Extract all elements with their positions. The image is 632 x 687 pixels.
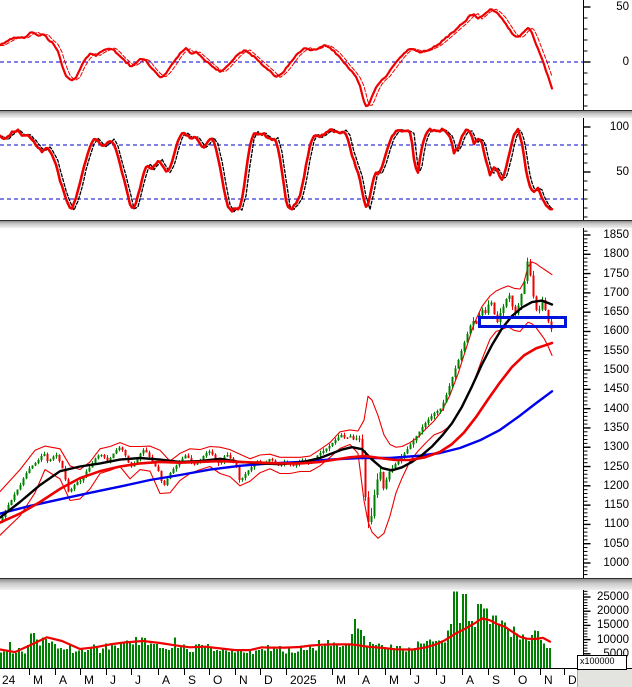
panel-splitter[interactable] bbox=[0, 110, 632, 118]
panel-price: 1850 1800 1750 1700 1650 1600 1550 1500 1450 1400… bbox=[0, 228, 632, 578]
x-tick bbox=[540, 669, 541, 675]
y-tick-label: 1350 bbox=[603, 421, 629, 434]
price-y-axis[interactable]: 1850 1800 1750 1700 1650 1600 1550 1500 1450 1400… bbox=[583, 228, 632, 578]
x-tick bbox=[462, 669, 463, 675]
x-tick bbox=[106, 669, 107, 675]
stochastic-plot[interactable] bbox=[0, 118, 583, 220]
y-tick-label: 15000 bbox=[597, 619, 629, 632]
y-tick-label: 1500 bbox=[603, 364, 629, 377]
x-tick-label: 2025 bbox=[290, 673, 317, 687]
y-tick-label: 0 bbox=[622, 56, 629, 68]
x-tick bbox=[131, 669, 132, 675]
x-tick-label: M bbox=[33, 673, 43, 687]
volume-scale-label: x100000 bbox=[577, 655, 627, 670]
x-tick bbox=[564, 669, 565, 675]
x-tick bbox=[235, 669, 236, 675]
x-tick bbox=[184, 669, 185, 675]
x-tick-label: D bbox=[568, 673, 577, 687]
x-tick bbox=[488, 669, 489, 675]
y-tick-label: 1200 bbox=[603, 479, 629, 492]
x-tick-label: S bbox=[188, 673, 197, 687]
y-tick-label: 1300 bbox=[603, 441, 629, 454]
x-tick bbox=[55, 669, 56, 675]
x-tick-label: M bbox=[389, 673, 399, 687]
x-tick-label: J bbox=[414, 673, 420, 687]
y-tick-label: 25000 bbox=[597, 591, 629, 603]
x-tick bbox=[514, 669, 515, 675]
x-tick-label: J bbox=[135, 673, 141, 687]
time-axis[interactable]: 24 M A M J J A S O N D 2025 M A M J J A S O N D bbox=[0, 668, 632, 687]
momentum-plot[interactable] bbox=[0, 0, 583, 110]
x-tick-label: A bbox=[466, 673, 475, 687]
y-tick-label: 1450 bbox=[603, 383, 629, 396]
x-tick-label: S bbox=[492, 673, 501, 687]
x-tick bbox=[80, 669, 81, 675]
y-tick-label: 1600 bbox=[603, 325, 629, 338]
panel-splitter[interactable] bbox=[0, 220, 632, 228]
y-tick-label: 1700 bbox=[603, 286, 629, 299]
y-tick-label: 1750 bbox=[603, 267, 629, 280]
x-tick-label: A bbox=[362, 673, 371, 687]
x-tick-label: J bbox=[110, 673, 116, 687]
y-tick-label: 1050 bbox=[603, 537, 629, 550]
x-tick bbox=[209, 669, 210, 675]
y-tick-label: 1850 bbox=[603, 229, 629, 241]
x-tick bbox=[158, 669, 159, 675]
y-tick-label: 1400 bbox=[603, 402, 629, 415]
x-tick-label: 24 bbox=[2, 673, 16, 687]
panel-volume: 25000 20000 15000 10000 5000 bbox=[0, 590, 632, 669]
x-tick bbox=[332, 669, 333, 675]
x-tick-label: M bbox=[84, 673, 94, 687]
price-plot[interactable] bbox=[0, 228, 583, 578]
x-tick-label: M bbox=[336, 673, 346, 687]
y-tick-label: 1150 bbox=[604, 499, 629, 512]
y-tick-label: 1800 bbox=[603, 248, 629, 261]
y-tick-label: 50 bbox=[616, 166, 629, 178]
x-tick-label: O bbox=[518, 673, 528, 687]
x-tick-label: D bbox=[264, 673, 273, 687]
stochastic-y-axis[interactable]: 100 50 bbox=[583, 118, 632, 220]
momentum-y-axis[interactable]: 50 0 bbox=[583, 0, 632, 110]
x-tick bbox=[358, 669, 359, 675]
x-tick bbox=[385, 669, 386, 675]
panel-momentum: 50 0 bbox=[0, 0, 632, 110]
x-tick-label: A bbox=[59, 673, 68, 687]
y-tick-label: 50 bbox=[616, 1, 629, 13]
x-tick bbox=[286, 669, 287, 675]
x-tick bbox=[436, 669, 437, 675]
x-tick-label: A bbox=[162, 673, 171, 687]
y-tick-label: 100 bbox=[609, 121, 629, 133]
panel-splitter[interactable] bbox=[0, 578, 632, 590]
y-tick-label: 1250 bbox=[603, 460, 629, 473]
x-tick bbox=[29, 669, 30, 675]
x-tick-label: O bbox=[213, 673, 223, 687]
x-tick bbox=[260, 669, 261, 675]
x-tick-label: J bbox=[440, 673, 446, 687]
x-tick bbox=[410, 669, 411, 675]
y-tick-label: 1550 bbox=[603, 344, 629, 357]
volume-plot[interactable] bbox=[0, 590, 583, 668]
axis-corner bbox=[577, 669, 632, 687]
y-tick-label: 1650 bbox=[603, 306, 629, 319]
x-tick-label: N bbox=[544, 673, 553, 687]
x-tick-label: N bbox=[239, 673, 248, 687]
panel-stochastic: 100 50 bbox=[0, 118, 632, 220]
y-tick-label: 1100 bbox=[604, 518, 629, 531]
y-tick-label: 10000 bbox=[597, 633, 629, 646]
y-tick-label: 1000 bbox=[603, 557, 629, 569]
y-tick-label: 20000 bbox=[597, 605, 629, 618]
support-zone-annotation[interactable] bbox=[478, 316, 567, 328]
